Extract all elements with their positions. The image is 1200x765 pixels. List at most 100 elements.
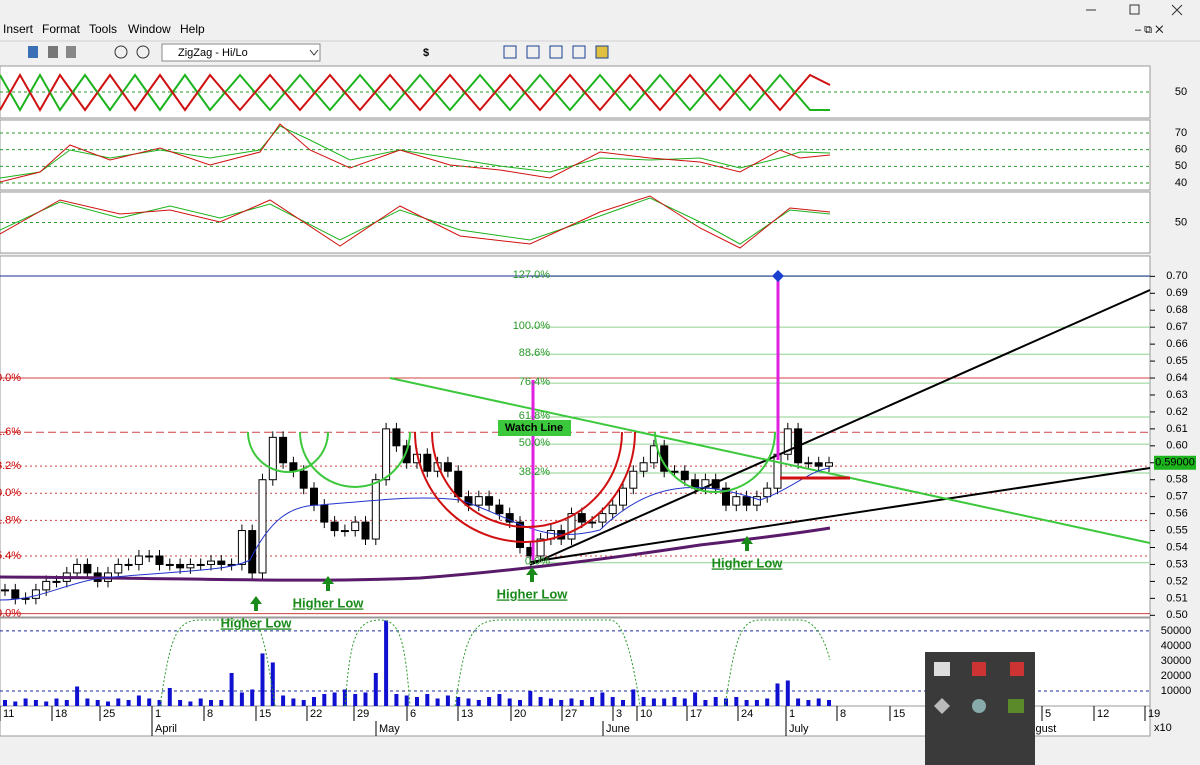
volume-bar [404, 695, 409, 706]
tool-icon[interactable] [572, 45, 586, 59]
select-arrow[interactable] [309, 49, 319, 56]
indicator-select[interactable] [161, 43, 321, 62]
y-tick-label: 0.70 [1166, 270, 1187, 282]
tool-icon[interactable] [503, 45, 517, 59]
level-label: 0.0% [0, 608, 21, 620]
volume-bar [64, 699, 69, 706]
mdi-controls[interactable]: – ⧉ ✕ [1135, 24, 1163, 36]
tray-icon[interactable] [934, 662, 950, 676]
volume-bar [559, 699, 564, 706]
tool-icon[interactable] [114, 45, 128, 59]
candle-body [155, 555, 164, 565]
volume-bar [785, 680, 790, 706]
volume-bar [209, 699, 213, 706]
y-tick-label: 60 [1175, 144, 1187, 156]
volume-bar [775, 683, 780, 706]
moving-average [0, 526, 831, 582]
y-tick-label: 0.58 [1166, 474, 1187, 486]
volume-bar [136, 695, 141, 706]
candle-body [783, 428, 792, 455]
menu-item[interactable]: Window [128, 22, 171, 36]
tool-icon[interactable] [136, 45, 150, 59]
restore[interactable] [1129, 4, 1140, 15]
scale-note: x10 [1154, 722, 1172, 734]
candle-body [289, 462, 298, 472]
volume-bar [693, 692, 698, 706]
volume-bar [95, 699, 100, 706]
candle-body [165, 563, 174, 566]
volume-bar [703, 699, 708, 706]
candle-body [361, 521, 370, 540]
ema [0, 467, 831, 601]
menu-item[interactable]: Tools [89, 22, 117, 36]
y-tick-label: 0.66 [1166, 338, 1187, 350]
candle-body [258, 479, 267, 574]
fib-label: 38.2% [519, 466, 550, 478]
tool-icon[interactable] [28, 46, 38, 58]
tool-icon[interactable] [549, 45, 563, 59]
tray-icon[interactable] [1010, 662, 1024, 676]
tool-icon[interactable] [66, 46, 76, 58]
y-tick-label: 0.68 [1166, 304, 1187, 316]
candle-body [186, 563, 195, 569]
menu-item[interactable]: Help [180, 22, 205, 36]
volume-bar [621, 699, 625, 706]
candle-body [248, 530, 257, 574]
candle-body [670, 470, 679, 473]
higher-low-label: Higher Low [221, 615, 293, 630]
volume-bar [445, 695, 450, 706]
y-tick-label: 50 [1175, 216, 1187, 228]
volume-bar [239, 692, 244, 706]
candle-body [134, 555, 143, 565]
tray-icon[interactable] [972, 662, 986, 676]
menu-item[interactable]: Format [42, 22, 81, 36]
candle-body [742, 496, 751, 506]
tray-icon[interactable] [934, 698, 950, 714]
tray-popup[interactable] [925, 652, 1035, 765]
tool-icon[interactable] [595, 45, 609, 59]
volume-bar [54, 698, 59, 706]
day-label: 15 [893, 708, 905, 720]
tray-icon[interactable] [972, 699, 986, 713]
volume-bar [178, 699, 183, 706]
volume-bar [116, 698, 121, 706]
candle-body [423, 453, 432, 472]
arrows [250, 536, 753, 611]
y-tick-label: 0.54 [1166, 541, 1187, 553]
tool-icon[interactable]: $ [423, 47, 429, 59]
month-label: June [606, 723, 630, 735]
candle-body [474, 496, 483, 506]
candle-body [11, 589, 20, 599]
candle-body [443, 462, 452, 472]
tool-icon[interactable] [526, 45, 540, 59]
indicator-select-text[interactable]: ZigZag - Hi/Lo [178, 47, 248, 59]
tool-icon[interactable] [48, 46, 58, 58]
y-tick-label: 0.61 [1166, 423, 1187, 435]
fib-label: 127.0% [513, 269, 551, 281]
candle-body [83, 563, 92, 574]
tray-icon[interactable] [1008, 699, 1024, 713]
window-controls[interactable]: – ⧉ ✕ [1086, 4, 1183, 36]
y-tick-label: 50 [1175, 160, 1187, 172]
volume-bar [363, 692, 368, 706]
volume-bar [3, 699, 7, 706]
watch-line [389, 377, 1151, 544]
month-label: July [789, 723, 809, 735]
y-tick-label: 10000 [1161, 685, 1192, 697]
y-tick-label: 50 [1175, 86, 1187, 98]
menu-item[interactable]: Insert [3, 22, 34, 36]
candle-body [680, 470, 689, 481]
volume-bar [33, 699, 38, 706]
candle-body [588, 521, 597, 524]
volume-bar [518, 699, 522, 706]
candle-body [114, 563, 123, 574]
stochastic-pane [0, 191, 1151, 254]
y-tick-label: 70 [1175, 127, 1187, 139]
level-label: 1.6% [0, 426, 21, 438]
close[interactable] [1171, 4, 1183, 16]
last-price-label: 0.59000 [1155, 457, 1195, 469]
volume-bar [229, 672, 234, 706]
candle-body [752, 496, 761, 506]
y-tick-label: 50000 [1161, 625, 1192, 637]
candle-body [340, 530, 349, 533]
